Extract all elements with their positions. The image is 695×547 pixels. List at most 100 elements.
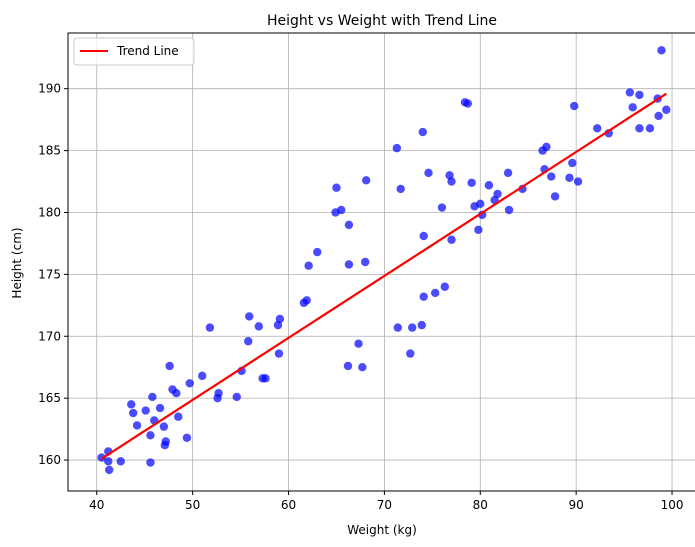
data-point xyxy=(593,124,602,133)
x-tick-label: 100 xyxy=(661,498,684,512)
data-point xyxy=(447,235,456,244)
data-point xyxy=(261,374,270,383)
data-point xyxy=(361,257,370,267)
x-tick-label: 60 xyxy=(281,498,296,512)
data-point xyxy=(254,322,263,331)
y-axis-label: Height (cm) xyxy=(10,227,24,298)
data-point xyxy=(662,105,671,114)
x-tick-label: 70 xyxy=(377,498,392,512)
data-point xyxy=(474,225,483,235)
data-point xyxy=(354,339,363,348)
data-point xyxy=(418,127,427,137)
grid-lines xyxy=(68,33,695,491)
data-point xyxy=(467,178,476,187)
data-point xyxy=(185,379,194,388)
data-point xyxy=(148,392,157,402)
data-point xyxy=(625,88,635,97)
data-point xyxy=(141,406,150,415)
x-tick-label: 90 xyxy=(569,498,584,512)
data-point xyxy=(463,99,473,108)
data-point xyxy=(155,403,165,413)
data-point xyxy=(419,292,428,301)
y-tick-label: 190 xyxy=(38,82,61,96)
data-point xyxy=(232,392,241,402)
data-point xyxy=(105,465,114,475)
data-point xyxy=(424,168,433,178)
data-point xyxy=(165,361,174,371)
data-point xyxy=(344,220,354,230)
data-point xyxy=(393,323,403,332)
data-point xyxy=(419,231,428,241)
data-point xyxy=(396,184,405,194)
scatter-points xyxy=(97,46,671,475)
data-point xyxy=(244,337,253,346)
data-point xyxy=(313,247,322,257)
x-axis-ticks: 40 50 60 70 80 90 100 xyxy=(89,491,683,512)
data-point xyxy=(635,90,644,100)
trend-line xyxy=(100,92,667,460)
data-point xyxy=(344,260,354,269)
y-tick-label: 170 xyxy=(38,329,61,343)
data-point xyxy=(503,168,513,178)
y-axis-ticks: 160 165 170 175 180 185 190 xyxy=(38,82,68,467)
data-point xyxy=(504,205,514,215)
trend-line-layer xyxy=(100,92,667,460)
data-point xyxy=(198,371,207,381)
data-point xyxy=(476,199,485,209)
legend-trend-label: Trend Line xyxy=(116,44,179,58)
y-tick-label: 160 xyxy=(38,453,61,467)
data-point xyxy=(275,314,285,324)
data-point xyxy=(547,172,556,181)
data-point xyxy=(146,431,155,440)
data-point xyxy=(337,205,346,215)
data-point xyxy=(392,143,402,153)
data-point xyxy=(172,389,181,398)
data-point xyxy=(568,158,577,168)
data-point xyxy=(440,282,449,291)
legend-box xyxy=(73,37,195,66)
data-point xyxy=(159,422,169,431)
data-point xyxy=(570,101,579,111)
data-point xyxy=(573,177,583,186)
data-point xyxy=(205,323,215,332)
data-point xyxy=(447,177,456,186)
data-point xyxy=(127,400,136,409)
data-point xyxy=(245,312,254,321)
data-point xyxy=(635,124,644,133)
legend: Trend Line xyxy=(73,37,195,66)
data-point xyxy=(104,457,113,466)
chart-title: Height vs Weight with Trend Line xyxy=(267,13,497,29)
data-point xyxy=(654,111,663,121)
data-point xyxy=(146,458,155,467)
data-point xyxy=(406,349,415,358)
data-point xyxy=(304,261,313,270)
data-point xyxy=(161,437,170,446)
data-point xyxy=(132,421,142,430)
data-point xyxy=(565,173,574,183)
data-point xyxy=(484,181,494,190)
data-point xyxy=(431,288,440,298)
data-point xyxy=(302,296,311,305)
data-point xyxy=(128,408,138,418)
data-point xyxy=(274,349,284,358)
data-point xyxy=(332,183,341,192)
y-tick-label: 180 xyxy=(38,205,61,219)
data-point xyxy=(116,457,125,466)
data-point xyxy=(182,433,192,442)
data-point xyxy=(657,46,666,55)
data-point xyxy=(645,124,655,133)
data-point xyxy=(437,203,447,212)
data-point xyxy=(542,142,551,152)
plot-frame xyxy=(67,32,695,492)
y-tick-label: 175 xyxy=(38,267,61,281)
x-axis-label: Weight (kg) xyxy=(347,523,417,537)
data-point xyxy=(174,412,183,421)
data-point xyxy=(628,103,637,112)
x-tick-label: 80 xyxy=(473,498,488,512)
data-point xyxy=(361,176,371,185)
y-tick-label: 165 xyxy=(38,391,61,405)
data-point xyxy=(408,323,417,332)
data-point xyxy=(550,192,560,201)
data-point xyxy=(343,361,353,371)
